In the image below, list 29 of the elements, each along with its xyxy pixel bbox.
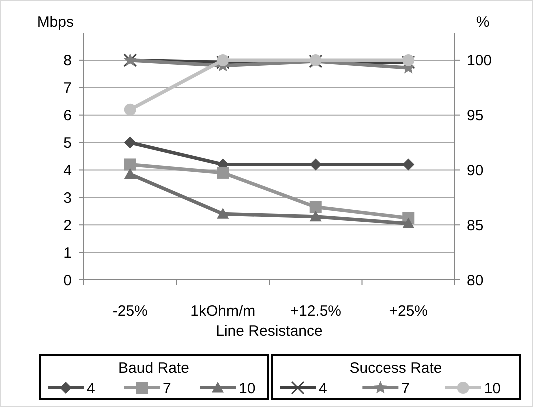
- y-tick-label: 0: [64, 272, 72, 290]
- x-tick-label: -25%: [112, 303, 148, 320]
- y2-axis-title: %: [476, 14, 490, 31]
- legend-label: 10: [239, 380, 256, 398]
- legend-label: 10: [484, 380, 502, 398]
- x-tick-label: +25%: [389, 303, 428, 320]
- legend-label: 7: [402, 380, 410, 398]
- legend-label: 4: [87, 380, 96, 398]
- y-tick-label: 6: [64, 108, 72, 125]
- text: Baud Rate: [118, 360, 190, 377]
- x-axis-title: Line Resistance: [216, 323, 323, 340]
- x-tick-label: +12.5%: [290, 303, 342, 320]
- legend-label: 7: [163, 380, 172, 398]
- y2-tick-label: 95: [467, 108, 484, 125]
- y-tick-label: 1: [64, 244, 72, 262]
- y-tick-label: 2: [64, 217, 72, 234]
- y-tick-label: 4: [64, 162, 72, 180]
- y-tick-label: 7: [64, 80, 72, 98]
- y-axis-title: Mbps: [37, 14, 74, 31]
- y2-tick-label: 85: [467, 217, 484, 234]
- y-tick-label: 8: [64, 52, 72, 70]
- y2-tick-label: 100: [467, 52, 492, 70]
- y-tick-label: 5: [64, 135, 72, 152]
- x-tick-label: 1kOhm/m: [190, 303, 256, 320]
- legend-label: 4: [319, 380, 328, 398]
- text: Success Rate: [350, 360, 442, 377]
- y2-tick-label: 80: [467, 272, 484, 290]
- y2-tick-label: 90: [467, 162, 484, 180]
- y-tick-label: 3: [64, 190, 72, 207]
